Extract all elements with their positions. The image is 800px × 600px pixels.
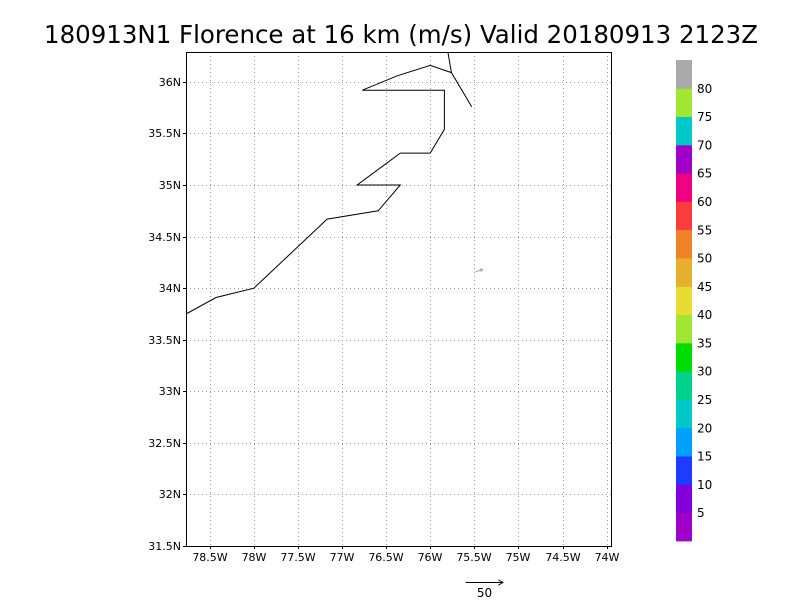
colorbar-segment [676,484,692,514]
longitude-tick-label: 78W [242,551,267,564]
map-frame [186,52,612,547]
reference-vector-arrow-head [498,582,504,586]
longitude-tick-label: 76.5W [368,551,403,564]
colorbar-segment [676,512,692,542]
latitude-tick-label: 33.5N [148,334,181,347]
colorbar-label: 45 [697,280,712,294]
colorbar-label: 15 [697,450,712,464]
colorbar-segment [676,144,692,174]
colorbar-label: 60 [697,195,712,209]
colorbar: 5 10 15 20 25 30 35 40 45 50 55 60 65 70 75 80 [676,60,712,542]
latitude-tick-label: 32.5N [148,437,181,450]
longitude-tick-label: 75W [506,551,531,564]
longitude-tick-label: 77W [330,551,355,564]
colorbar-segment [676,456,692,485]
colorbar-segment [676,314,692,344]
colorbar-segment [676,399,692,429]
latitude-tick-label: 31.5N [148,540,181,553]
plot-title: 180913N1 Florence at 16 km (m/s) Valid 2… [44,20,758,49]
coastlines [185,51,473,315]
wind-vector-shaft [475,268,484,273]
longitude-tick-label: 78.5W [192,551,227,564]
latitude-tick-label: 32N [159,488,181,501]
coastline [185,64,473,315]
longitude-tick-label: 74W [595,551,620,564]
colorbar-label: 65 [697,167,712,181]
latitude-tick-label: 36N [159,76,181,89]
colorbar-segment [676,116,692,146]
colorbar-label: 20 [697,421,712,435]
reference-vector: 50 [465,579,504,600]
colorbar-segment [676,286,692,316]
colorbar-label: 10 [697,478,712,492]
latitude-axis: 31.5N 32N 32.5N 33N 33.5N 34N 34.5N 35N 35.5N 36N [148,76,186,553]
wind-vectors [475,268,484,273]
reference-vector-arrow [465,579,504,586]
colorbar-label: 50 [697,252,712,266]
colorbar-label: 55 [697,223,712,237]
coastline [447,51,452,73]
latitude-tick-label: 34N [159,282,181,295]
longitude-tick-label: 76W [418,551,443,564]
longitude-axis: 78.5W 78W 77.5W 77W 76.5W 76W 75.5W 75W 74.5W 74W [192,546,620,564]
colorbar-label: 30 [697,365,712,379]
colorbar-label: 40 [697,308,712,322]
colorbar-segment [676,371,692,400]
colorbar-segment [676,201,692,231]
latitude-tick-label: 35N [159,179,181,192]
colorbar-label: 5 [697,506,705,520]
colorbar-segment [676,88,692,117]
colorbar-segment [676,342,692,372]
reference-vector-arrow-head [498,579,504,583]
colorbar-label: 80 [697,82,712,96]
reference-vector-label: 50 [477,586,492,600]
longitude-tick-label: 75.5W [456,551,491,564]
colorbar-label: 75 [697,110,712,124]
colorbar-segment [676,258,692,287]
colorbar-segment [676,427,692,457]
latitude-tick-label: 33N [159,385,181,398]
latitude-tick-label: 35.5N [148,127,181,140]
wind-vector [475,268,484,273]
colorbar-segment [676,229,692,259]
colorbar-segment [676,60,692,89]
wind-vector-head [479,268,484,270]
longitude-tick-label: 74.5W [545,551,580,564]
colorbar-segment [676,173,692,202]
colorbar-label: 25 [697,393,712,407]
colorbar-label: 35 [697,336,712,350]
colorbar-label: 70 [697,138,712,152]
latitude-tick-label: 34.5N [148,231,181,244]
longitude-tick-label: 77.5W [280,551,315,564]
